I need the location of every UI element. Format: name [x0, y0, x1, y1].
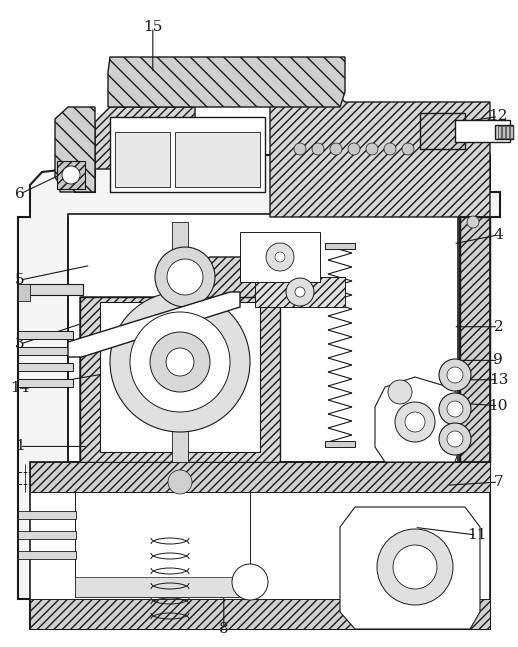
Bar: [18, 331, 73, 339]
Circle shape: [130, 312, 230, 412]
Bar: [30, 599, 490, 629]
Bar: [240, 232, 320, 282]
Circle shape: [155, 247, 215, 307]
Polygon shape: [95, 107, 195, 169]
Circle shape: [366, 143, 378, 155]
Bar: [325, 243, 355, 249]
Text: 5: 5: [15, 273, 24, 287]
Bar: [18, 379, 73, 387]
Bar: [18, 284, 30, 301]
Polygon shape: [18, 155, 500, 629]
Bar: [18, 531, 76, 539]
Polygon shape: [80, 257, 280, 462]
Circle shape: [447, 401, 463, 417]
Text: 6: 6: [15, 187, 24, 201]
Circle shape: [232, 564, 268, 600]
Text: 7: 7: [494, 475, 503, 489]
Bar: [18, 551, 76, 559]
Bar: [18, 511, 76, 519]
Text: 9: 9: [494, 353, 503, 367]
Bar: [57, 161, 85, 189]
Circle shape: [447, 431, 463, 447]
Circle shape: [405, 412, 425, 432]
Text: 3: 3: [15, 337, 24, 351]
Bar: [460, 217, 490, 462]
Bar: [172, 222, 188, 462]
Circle shape: [393, 545, 437, 589]
Bar: [115, 132, 170, 187]
Bar: [30, 462, 490, 492]
Polygon shape: [55, 107, 95, 192]
Bar: [255, 277, 345, 307]
Polygon shape: [108, 57, 345, 107]
Circle shape: [312, 143, 324, 155]
Text: 14: 14: [10, 381, 30, 395]
Circle shape: [168, 470, 192, 494]
Circle shape: [275, 252, 285, 262]
Text: 2: 2: [494, 320, 503, 334]
Circle shape: [439, 393, 471, 425]
Circle shape: [286, 278, 314, 306]
Bar: [100, 302, 260, 452]
Circle shape: [388, 380, 412, 404]
Circle shape: [150, 332, 210, 392]
Circle shape: [395, 402, 435, 442]
Bar: [80, 297, 280, 462]
Bar: [30, 462, 490, 629]
Bar: [18, 347, 73, 355]
Circle shape: [62, 166, 80, 184]
Bar: [75, 492, 250, 597]
Bar: [510, 126, 513, 138]
Circle shape: [294, 143, 306, 155]
Bar: [325, 441, 355, 447]
Circle shape: [348, 143, 360, 155]
Bar: [506, 126, 509, 138]
Polygon shape: [68, 292, 240, 357]
Text: 13: 13: [488, 373, 508, 387]
Circle shape: [266, 243, 294, 271]
Circle shape: [166, 348, 194, 376]
Bar: [68, 214, 458, 462]
Circle shape: [467, 216, 479, 228]
Text: 10: 10: [488, 399, 508, 413]
Circle shape: [330, 143, 342, 155]
Bar: [110, 117, 265, 192]
Polygon shape: [340, 507, 480, 629]
Circle shape: [439, 359, 471, 391]
Circle shape: [110, 292, 250, 432]
Bar: [460, 217, 490, 462]
Circle shape: [377, 529, 453, 605]
Bar: [18, 284, 83, 295]
Bar: [420, 113, 465, 149]
Text: 1: 1: [15, 439, 24, 454]
Polygon shape: [375, 377, 460, 462]
Polygon shape: [270, 87, 490, 217]
Bar: [175, 132, 260, 187]
Bar: [502, 126, 505, 138]
Text: 11: 11: [467, 528, 486, 542]
Circle shape: [167, 259, 203, 295]
Bar: [498, 126, 501, 138]
Circle shape: [439, 423, 471, 455]
Bar: [18, 363, 73, 371]
Circle shape: [402, 143, 414, 155]
Bar: [75, 577, 250, 597]
Circle shape: [447, 367, 463, 383]
Circle shape: [384, 143, 396, 155]
Bar: [455, 120, 510, 142]
Text: 8: 8: [219, 622, 228, 636]
Text: 4: 4: [494, 228, 503, 242]
Bar: [495, 125, 513, 139]
Text: 12: 12: [488, 109, 508, 124]
Text: 15: 15: [143, 20, 163, 34]
Circle shape: [295, 287, 305, 297]
